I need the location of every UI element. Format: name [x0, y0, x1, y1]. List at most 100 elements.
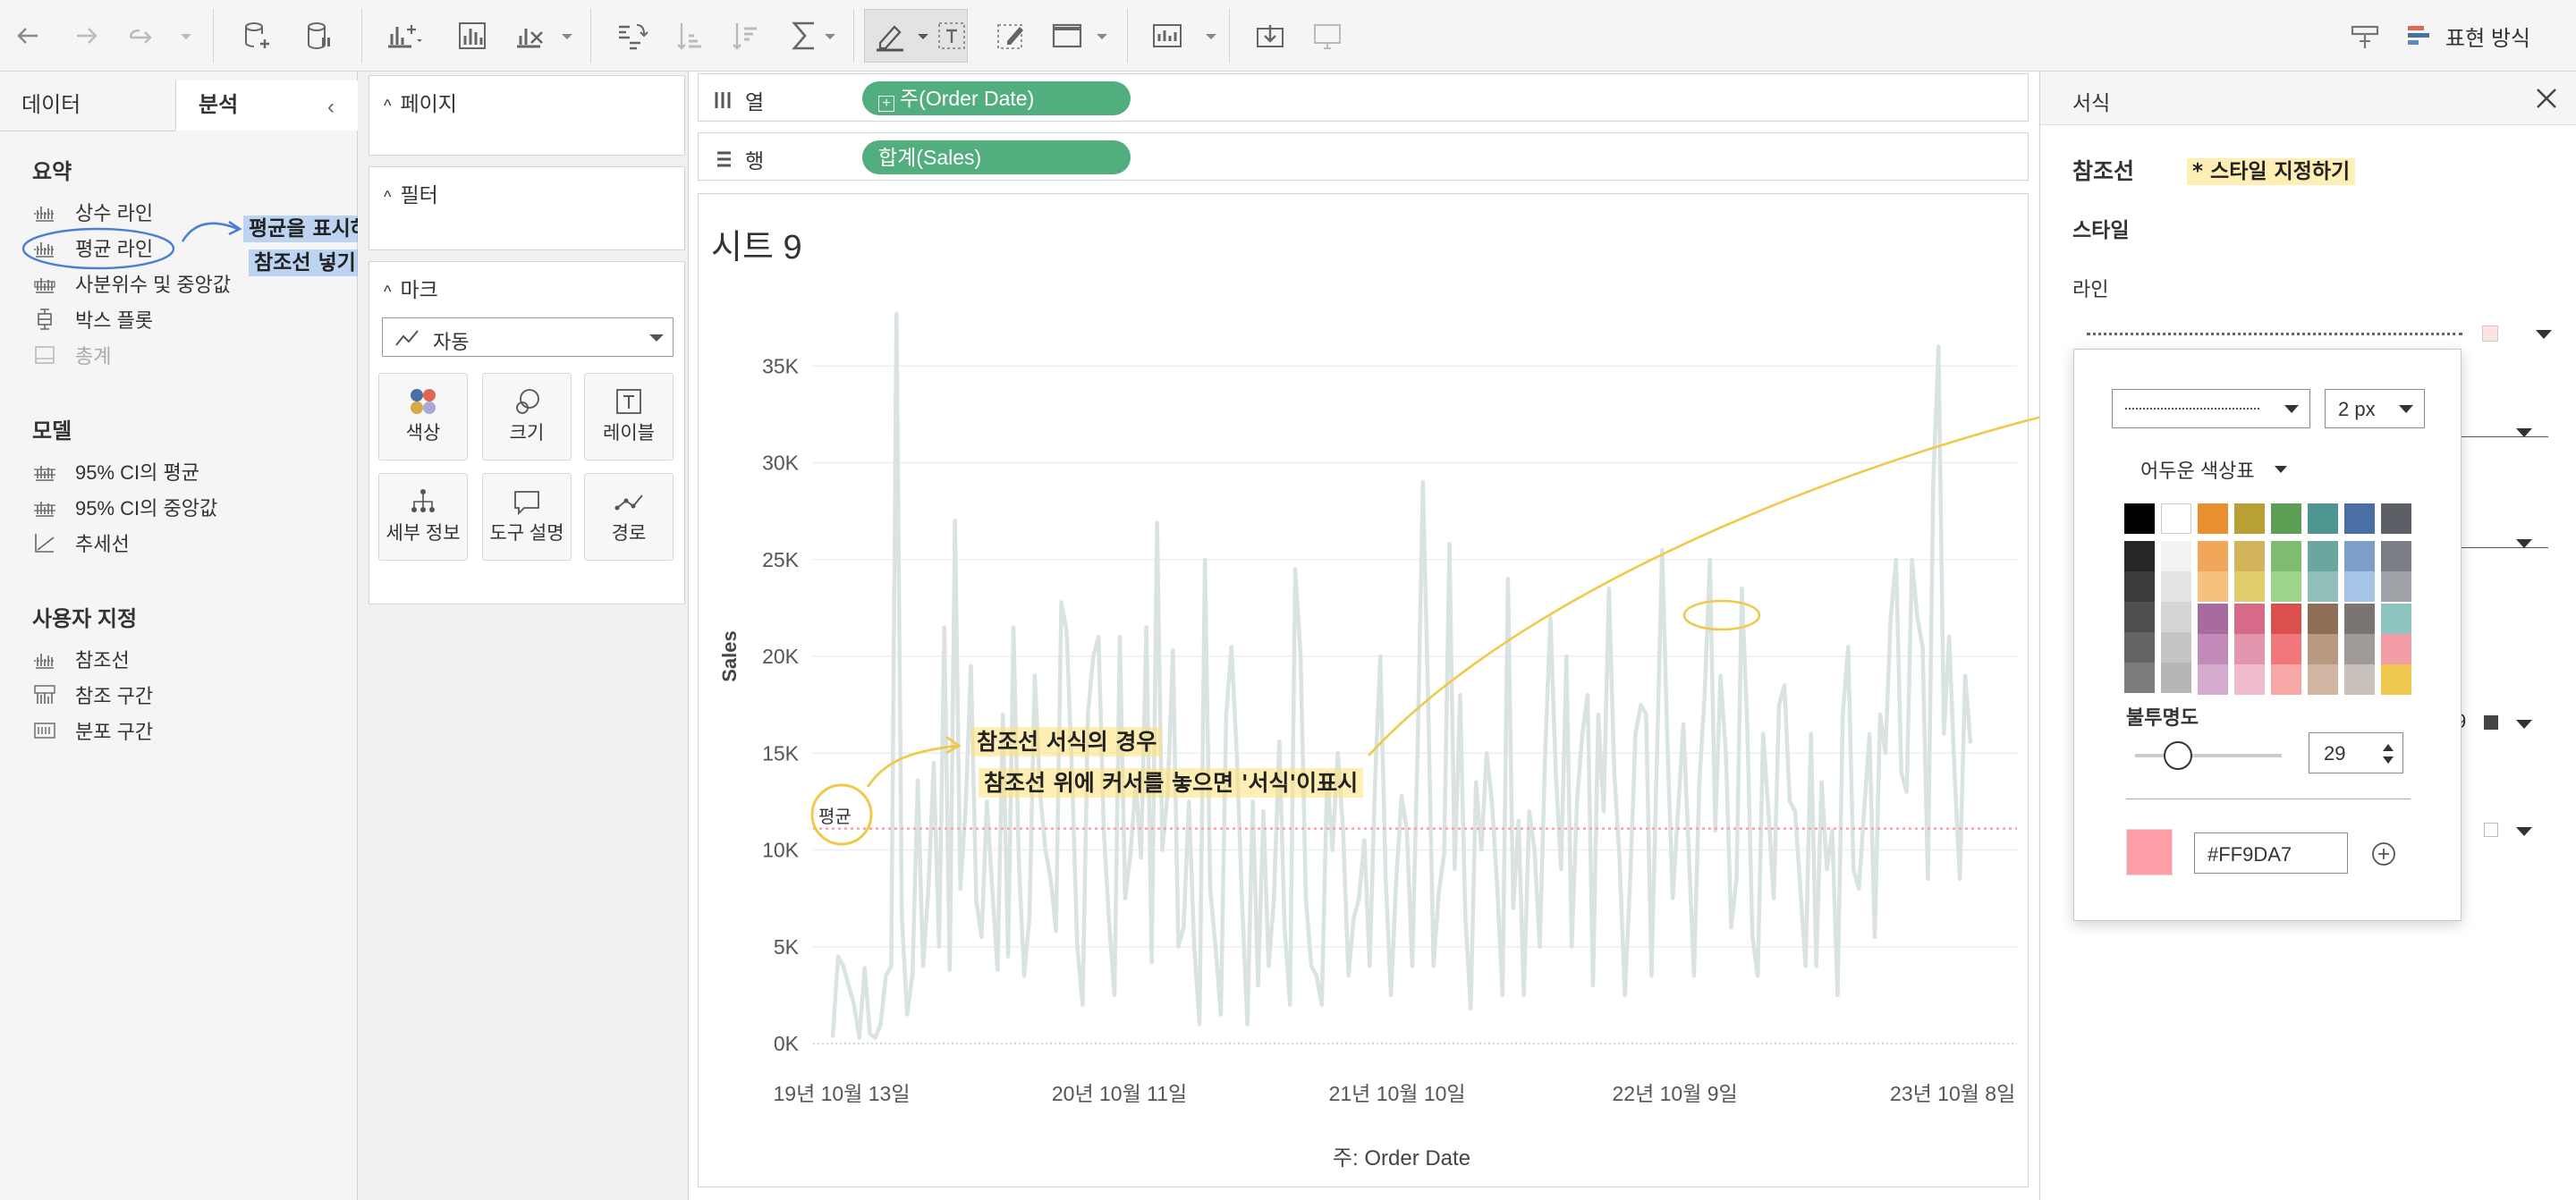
swap-rows-columns-icon[interactable]	[610, 16, 649, 55]
highlight-pen-icon[interactable]	[871, 16, 911, 55]
color-swatch[interactable]	[2381, 634, 2411, 664]
quartiles-median-item[interactable]: 사분위수 및 중앙값	[32, 268, 231, 299]
palette-select[interactable]: 어두운 색상표	[2140, 455, 2289, 484]
color-swatch[interactable]	[2234, 541, 2265, 571]
back-arrow-icon[interactable]	[9, 16, 48, 55]
line-pattern-select[interactable]	[2112, 389, 2310, 428]
color-swatch[interactable]	[2271, 604, 2301, 634]
ci-mean-item[interactable]: 95% CI의 평균	[32, 456, 199, 486]
reference-line-item[interactable]: 참조선	[32, 644, 130, 674]
color-swatch[interactable]	[2234, 571, 2265, 602]
color-swatch[interactable]	[2381, 503, 2411, 534]
sort-descending-icon[interactable]	[724, 16, 764, 55]
color-swatch[interactable]	[2344, 604, 2375, 634]
color-swatch[interactable]	[2234, 503, 2265, 534]
sum-sales-pill[interactable]: 합계(Sales)	[862, 140, 1131, 174]
duplicate-sheet-icon[interactable]	[453, 16, 492, 55]
opacity-slider-thumb[interactable]	[2163, 741, 2192, 770]
color-swatch[interactable]	[2308, 503, 2338, 534]
reference-band-item[interactable]: 참조 구간	[32, 680, 153, 710]
collapse-pane-icon[interactable]: ‹	[327, 95, 335, 119]
pages-card[interactable]: ^ 페이지	[369, 75, 685, 156]
redo-dropdown-icon[interactable]	[166, 16, 191, 55]
hex-input[interactable]: #FF9DA7	[2194, 832, 2348, 874]
chevron-down-icon[interactable]	[2514, 426, 2534, 440]
color-swatch[interactable]	[2124, 663, 2155, 693]
color-swatch[interactable]	[2124, 571, 2155, 602]
filters-card[interactable]: ^ 필터	[369, 166, 685, 250]
color-swatch[interactable]	[2161, 571, 2191, 602]
color-swatch[interactable]	[2308, 541, 2338, 571]
color-swatch[interactable]	[2198, 664, 2228, 695]
color-swatch[interactable]	[2234, 604, 2265, 634]
expand-plus-icon[interactable]: +	[878, 96, 894, 112]
forward-arrow-icon[interactable]	[66, 16, 106, 55]
color-swatch[interactable]	[2271, 571, 2301, 602]
redo-icon[interactable]	[122, 16, 161, 55]
totals-sigma-icon[interactable]	[785, 16, 825, 55]
path-mark-button[interactable]: 경로	[584, 473, 674, 561]
pin-icon[interactable]	[2345, 16, 2385, 55]
clear-dropdown-icon[interactable]	[547, 16, 572, 55]
annotate-icon[interactable]	[991, 16, 1030, 55]
label-mark-button[interactable]: 레이블	[584, 373, 674, 461]
color-swatch[interactable]	[2124, 602, 2155, 632]
color-swatch[interactable]	[2198, 634, 2228, 664]
color-swatch[interactable]	[2381, 664, 2411, 695]
color-swatch[interactable]	[2271, 541, 2301, 571]
average-line-item[interactable]: 평균 라인	[32, 232, 153, 263]
totals-item[interactable]: 총계	[32, 340, 111, 370]
constant-line-item[interactable]: 상수 라인	[32, 197, 153, 227]
color-swatch[interactable]	[2381, 604, 2411, 634]
clear-sheet-icon[interactable]	[512, 16, 551, 55]
spinner-arrows-icon[interactable]	[2381, 739, 2395, 769]
color-swatch[interactable]	[2198, 571, 2228, 602]
color-swatch[interactable]	[2161, 663, 2191, 693]
color-swatch[interactable]	[2161, 632, 2191, 663]
new-datasource-icon[interactable]	[238, 16, 277, 55]
color-mark-button[interactable]: 색상	[378, 373, 468, 461]
tab-analysis[interactable]: 분석	[199, 93, 239, 117]
color-swatch[interactable]	[2344, 634, 2375, 664]
presentation-dropdown-icon[interactable]	[1191, 16, 1216, 55]
color-swatch[interactable]	[2198, 604, 2228, 634]
ci-median-item[interactable]: 95% CI의 중앙값	[32, 492, 217, 522]
new-worksheet-icon[interactable]	[383, 16, 422, 55]
color-swatch[interactable]	[2234, 664, 2265, 695]
color-swatch[interactable]	[2271, 664, 2301, 695]
color-swatch[interactable]	[2124, 541, 2155, 571]
highlight-button-bg[interactable]	[864, 9, 968, 63]
show-me-button[interactable]: 표현 방식	[2406, 16, 2530, 55]
add-custom-color-icon[interactable]	[2369, 840, 2398, 868]
tooltip-mark-button[interactable]: 도구 설명	[482, 473, 572, 561]
color-swatch[interactable]	[2344, 541, 2375, 571]
show-mark-labels-icon[interactable]	[932, 16, 971, 55]
fit-dropdown-icon[interactable]	[1082, 16, 1107, 55]
order-date-pill[interactable]: + 주(Order Date)	[862, 81, 1131, 115]
color-swatch[interactable]	[2308, 664, 2338, 695]
distribution-band-item[interactable]: 분포 구간	[32, 715, 153, 746]
rows-shelf[interactable]: 행 합계(Sales)	[698, 132, 2029, 181]
color-swatch[interactable]	[2161, 602, 2191, 632]
color-swatch[interactable]	[2161, 541, 2191, 571]
highlight-dropdown-icon[interactable]	[903, 16, 928, 55]
color-swatch[interactable]	[2124, 503, 2155, 534]
sort-ascending-icon[interactable]	[669, 16, 708, 55]
average-label[interactable]: 평균	[818, 807, 852, 827]
fit-view-icon[interactable]	[1048, 16, 1088, 55]
color-swatch[interactable]	[2344, 664, 2375, 695]
color-swatch[interactable]	[2161, 503, 2191, 534]
opacity-slider-track[interactable]	[2135, 754, 2282, 757]
color-swatch[interactable]	[2124, 632, 2155, 663]
trend-line-item[interactable]: 추세선	[32, 528, 130, 558]
close-icon[interactable]	[2534, 86, 2559, 111]
color-swatch[interactable]	[2198, 541, 2228, 571]
color-swatch[interactable]	[2308, 634, 2338, 664]
color-swatch[interactable]	[2381, 541, 2411, 571]
device-preview-icon[interactable]	[1308, 16, 1347, 55]
color-swatch[interactable]	[2234, 634, 2265, 664]
line-style-dropdown[interactable]	[2087, 324, 2561, 345]
color-swatch[interactable]	[2344, 571, 2375, 602]
line-width-select[interactable]: 2 px	[2325, 389, 2425, 428]
columns-shelf[interactable]: 열 + 주(Order Date)	[698, 73, 2029, 122]
